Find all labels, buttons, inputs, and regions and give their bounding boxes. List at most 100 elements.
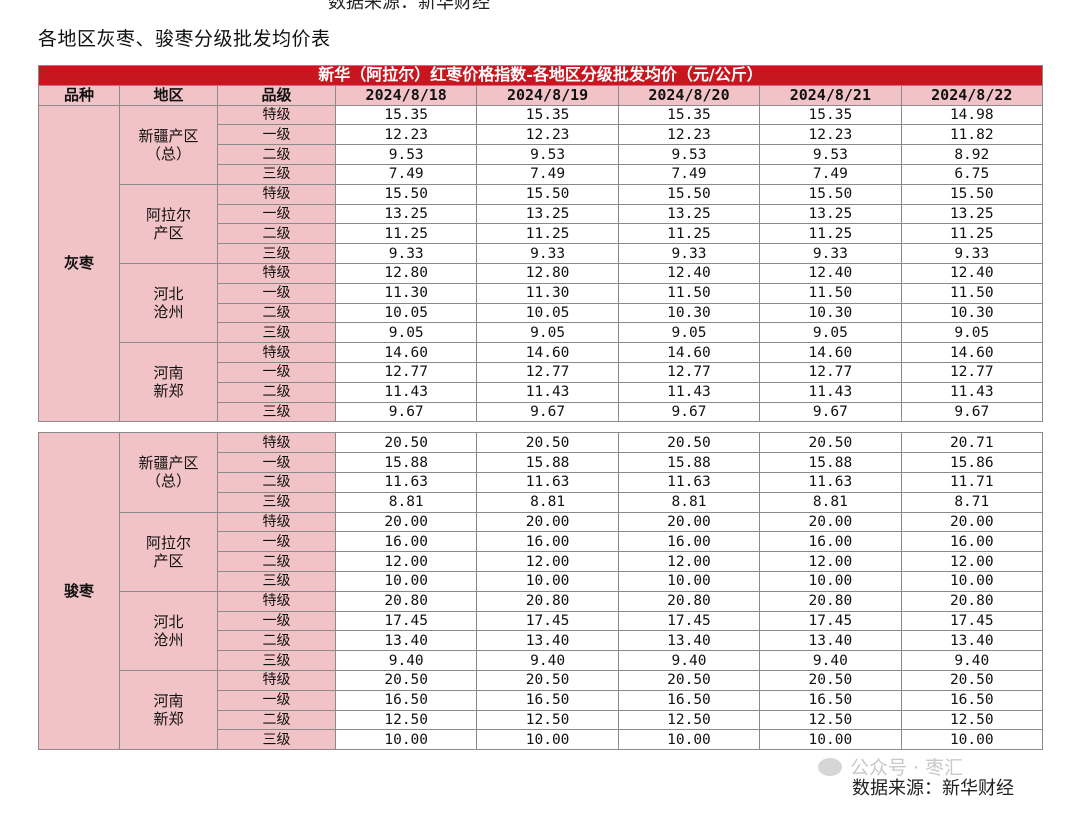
price-cell: 12.23 bbox=[476, 124, 619, 146]
price-cell: 9.53 bbox=[617, 144, 761, 165]
grade-cell: 一级 bbox=[217, 531, 336, 553]
group-separator bbox=[38, 421, 1043, 434]
price-cell: 7.49 bbox=[334, 163, 478, 185]
region-cell: 河北 沧州 bbox=[119, 262, 218, 344]
price-cell: 20.50 bbox=[759, 432, 902, 454]
price-cell: 13.25 bbox=[617, 203, 761, 225]
price-cell: 15.50 bbox=[617, 183, 761, 205]
wechat-icon bbox=[818, 758, 842, 776]
header-date: 2024/8/18 bbox=[334, 84, 478, 106]
price-cell: 10.00 bbox=[759, 729, 902, 751]
price-cell: 9.40 bbox=[476, 650, 619, 671]
price-cell: 20.71 bbox=[900, 432, 1044, 454]
price-cell: 11.63 bbox=[334, 471, 478, 493]
grade-cell: 二级 bbox=[217, 630, 336, 652]
price-cell: 11.43 bbox=[759, 381, 902, 403]
region-cell: 河北 沧州 bbox=[119, 590, 218, 671]
price-cell: 20.50 bbox=[476, 432, 619, 454]
price-cell: 12.00 bbox=[900, 551, 1044, 572]
table-row: 灰枣 新疆产区 （总） 特级 15.35 15.35 15.35 15.35 14.98 bbox=[38, 104, 1044, 423]
price-cell: 20.50 bbox=[900, 669, 1044, 691]
table-row: 阿拉尔 产区 特级 15.50 15.50 15.50 15.50 15.50 bbox=[39, 183, 1044, 264]
table-row: 一级 15.88 15.88 15.88 15.88 15.86 bbox=[39, 452, 1044, 473]
price-cell: 9.40 bbox=[334, 650, 478, 671]
price-cell: 13.25 bbox=[476, 203, 619, 225]
price-cell: 10.30 bbox=[900, 302, 1044, 324]
header-grade: 品级 bbox=[217, 84, 336, 106]
price-cell: 20.80 bbox=[759, 590, 902, 612]
table-row: 二级 13.40 13.40 13.40 13.40 13.40 bbox=[39, 630, 1044, 652]
table-row: 一级 12.77 12.77 12.77 12.77 12.77 bbox=[39, 361, 1044, 383]
price-cell: 10.00 bbox=[476, 570, 619, 592]
price-cell: 12.00 bbox=[759, 551, 902, 572]
grade-cell: 特级 bbox=[217, 104, 336, 126]
price-cell: 12.50 bbox=[476, 709, 619, 731]
price-cell: 12.00 bbox=[476, 551, 619, 572]
price-cell: 20.80 bbox=[334, 590, 478, 612]
price-cell: 11.43 bbox=[617, 381, 761, 403]
header-date: 2024/8/20 bbox=[617, 84, 761, 106]
table-row: 三级 10.00 10.00 10.00 10.00 10.00 bbox=[39, 729, 1044, 751]
price-cell: 9.67 bbox=[476, 401, 619, 423]
table-row: 三级 9.33 9.33 9.33 9.33 9.33 bbox=[39, 243, 1044, 264]
price-cell: 20.00 bbox=[900, 511, 1044, 533]
price-cell: 11.25 bbox=[476, 223, 619, 245]
price-cell: 17.45 bbox=[334, 610, 478, 632]
table-row: 骏枣 新疆产区 （总） 特级 20.50 20.50 20.50 20.50 20.71 bbox=[38, 432, 1044, 751]
price-cell: 20.50 bbox=[334, 432, 478, 454]
table-row: 二级 12.50 12.50 12.50 12.50 12.50 bbox=[39, 709, 1044, 731]
price-cell: 8.81 bbox=[334, 491, 478, 513]
header-date: 2024/8/22 bbox=[900, 84, 1044, 106]
price-cell: 16.00 bbox=[900, 531, 1044, 553]
table-title: 新华（阿拉尔）红枣价格指数-各地区分级批发均价（元/公斤） bbox=[38, 65, 1043, 86]
price-cell: 13.25 bbox=[334, 203, 478, 225]
region-name-line1: 河北 bbox=[153, 612, 184, 631]
grade-cell: 二级 bbox=[217, 471, 336, 493]
price-cell: 9.05 bbox=[617, 322, 761, 344]
price-cell: 20.50 bbox=[476, 669, 619, 691]
table-row: 一级 16.00 16.00 16.00 16.00 16.00 bbox=[39, 531, 1044, 553]
price-cell: 20.00 bbox=[617, 511, 761, 533]
price-cell: 13.25 bbox=[759, 203, 902, 225]
price-cell: 8.92 bbox=[900, 144, 1044, 165]
table-row: 二级 11.25 11.25 11.25 11.25 11.25 bbox=[39, 223, 1044, 245]
region-name-line2: （总） bbox=[145, 472, 191, 491]
region-name-line1: 河南 bbox=[153, 692, 184, 710]
price-cell: 15.88 bbox=[617, 452, 761, 473]
region-name-line2: 新郑 bbox=[153, 382, 184, 401]
price-cell: 16.50 bbox=[476, 689, 619, 711]
price-cell: 10.00 bbox=[334, 570, 478, 592]
separator-cell bbox=[38, 421, 1043, 434]
grade-cell: 三级 bbox=[217, 243, 336, 264]
price-table: 新华（阿拉尔）红枣价格指数-各地区分级批发均价（元/公斤） 品种 地区 品级 2… bbox=[38, 65, 1044, 751]
region-name-line1: 新疆产区 bbox=[138, 454, 199, 473]
price-cell: 17.45 bbox=[476, 610, 619, 632]
price-cell: 6.75 bbox=[900, 163, 1044, 185]
price-cell: 10.00 bbox=[900, 729, 1044, 751]
price-cell: 20.80 bbox=[900, 590, 1044, 612]
region-name-line1: 河南 bbox=[153, 364, 184, 383]
table-row: 一级 11.30 11.30 11.50 11.50 11.50 bbox=[39, 282, 1044, 304]
price-cell: 15.35 bbox=[759, 104, 902, 126]
price-cell: 15.35 bbox=[334, 104, 478, 126]
table-row: 河北 沧州 特级 12.80 12.80 12.40 12.40 12.40 bbox=[39, 262, 1044, 344]
price-cell: 17.45 bbox=[617, 610, 761, 632]
price-cell: 10.00 bbox=[476, 729, 619, 751]
price-cell: 12.77 bbox=[759, 361, 902, 383]
price-cell: 12.23 bbox=[759, 124, 902, 146]
price-cell: 10.00 bbox=[900, 570, 1044, 592]
price-cell: 12.77 bbox=[476, 361, 619, 383]
price-cell: 8.81 bbox=[617, 491, 761, 513]
grade-cell: 二级 bbox=[217, 709, 336, 731]
price-cell: 16.50 bbox=[334, 689, 478, 711]
price-cell: 14.60 bbox=[617, 342, 761, 363]
table-row: 二级 12.00 12.00 12.00 12.00 12.00 bbox=[39, 551, 1044, 572]
price-cell: 12.50 bbox=[759, 709, 902, 731]
price-cell: 20.50 bbox=[334, 669, 478, 691]
price-cell: 9.67 bbox=[900, 401, 1044, 423]
price-cell: 12.40 bbox=[617, 262, 761, 284]
price-cell: 9.33 bbox=[476, 243, 619, 264]
price-cell: 11.82 bbox=[900, 124, 1044, 146]
grade-cell: 一级 bbox=[217, 203, 336, 225]
header-date: 2024/8/21 bbox=[759, 84, 902, 106]
